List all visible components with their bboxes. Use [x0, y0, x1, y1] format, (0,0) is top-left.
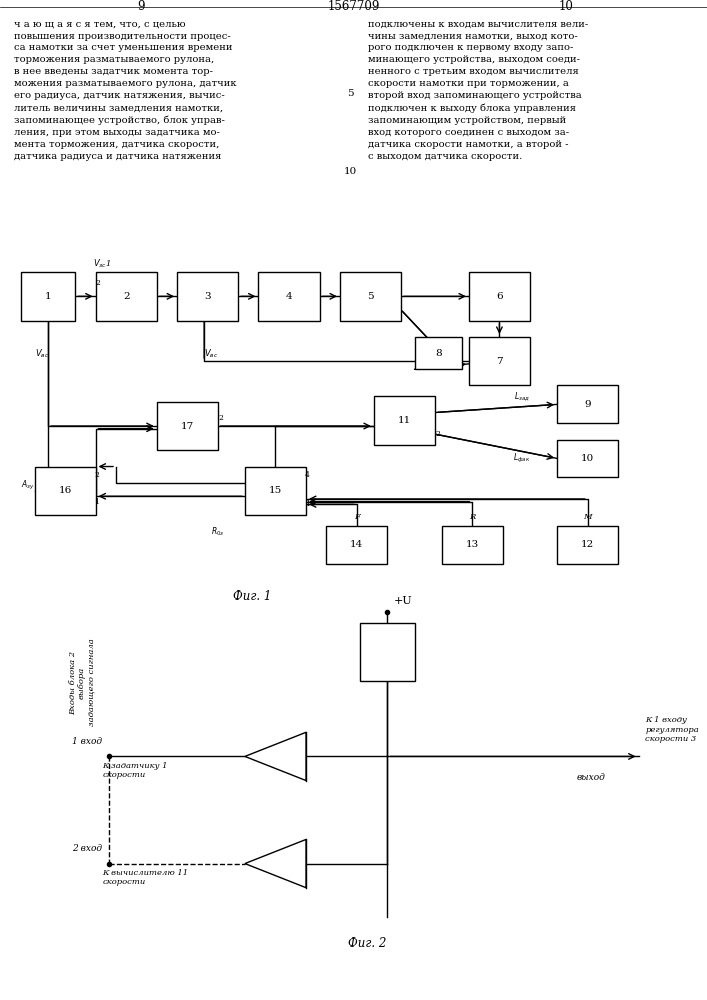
Text: 5: 5 [346, 89, 354, 98]
Bar [414, 337, 462, 369]
Text: 17: 17 [180, 422, 194, 431]
Text: R: R [469, 513, 475, 521]
Text: $L_{зад}$: $L_{зад}$ [514, 390, 530, 403]
Bar [361, 622, 414, 681]
Text: $A_{зу}$: $A_{зу}$ [21, 479, 35, 492]
Text: 16: 16 [59, 486, 71, 495]
Bar [177, 272, 238, 321]
Text: 10: 10 [344, 167, 356, 176]
Text: 1567709: 1567709 [327, 0, 380, 13]
Text: Фиг. 2: Фиг. 2 [348, 937, 386, 950]
Text: 2: 2 [218, 414, 223, 422]
Text: 11: 11 [398, 416, 411, 425]
Text: 7: 7 [496, 357, 503, 366]
Text: 9: 9 [138, 0, 145, 13]
Text: 1: 1 [45, 292, 52, 301]
Text: 3: 3 [204, 292, 211, 301]
Text: 2: 2 [95, 279, 100, 287]
Text: 10: 10 [558, 0, 573, 13]
Text: 15: 15 [269, 486, 282, 495]
Text: 12: 12 [581, 540, 595, 549]
Text: $R_{0з}$: $R_{0з}$ [211, 526, 224, 538]
Text: К 1 входу
регулятора
скорости 3: К 1 входу регулятора скорости 3 [645, 716, 699, 743]
Text: К вычислителю 11
скорости: К вычислителю 11 скорости [103, 869, 189, 886]
Bar [557, 526, 618, 564]
Text: +U: +U [395, 596, 413, 606]
Bar [442, 526, 503, 564]
Text: 14: 14 [350, 540, 363, 549]
Text: 8: 8 [435, 349, 442, 358]
Text: $V_{зс}$1: $V_{зс}$1 [93, 258, 112, 270]
Text: подключены к входам вычислителя вели-
чины замедления намотки, выход кото-
рого : подключены к входам вычислителя вели- чи… [368, 20, 588, 161]
Text: $L_{фак}$: $L_{фак}$ [513, 452, 530, 465]
Text: 2: 2 [95, 471, 100, 479]
Text: 5: 5 [367, 292, 374, 301]
Text: Фиг. 1: Фиг. 1 [233, 590, 271, 603]
Bar [245, 467, 306, 515]
Text: 2: 2 [123, 292, 129, 301]
Text: $V_{вс}$: $V_{вс}$ [204, 348, 218, 360]
Polygon shape [245, 732, 306, 781]
Text: 6: 6 [496, 292, 503, 301]
Bar [327, 526, 387, 564]
Bar [340, 272, 401, 321]
Bar [157, 402, 218, 450]
Text: 4: 4 [305, 471, 310, 479]
Text: 2 вход: 2 вход [72, 844, 103, 853]
Text: F: F [354, 513, 360, 521]
Bar [469, 272, 530, 321]
Text: 1: 1 [95, 498, 100, 506]
Bar [469, 337, 530, 385]
Bar [557, 385, 618, 423]
Text: 9: 9 [585, 400, 591, 409]
Bar [557, 440, 618, 477]
Text: $V_{вс}$: $V_{вс}$ [35, 348, 49, 360]
Text: 2: 2 [436, 430, 440, 438]
Text: ч а ю щ а я с я тем, что, с целью
повышения производительности процес-
са намотк: ч а ю щ а я с я тем, что, с целью повыше… [14, 20, 237, 161]
Bar [21, 272, 75, 321]
Text: 10: 10 [581, 454, 595, 463]
Bar [95, 272, 157, 321]
Text: 4: 4 [286, 292, 292, 301]
Bar [259, 272, 320, 321]
Text: 1 вход: 1 вход [72, 737, 103, 746]
Text: Входы блока 2
выбора
задающего сигнала: Входы блока 2 выбора задающего сигнала [69, 639, 95, 726]
Text: M: M [583, 513, 592, 521]
Bar [374, 396, 435, 445]
Text: К задатчику 1
скорости: К задатчику 1 скорости [103, 762, 168, 779]
Polygon shape [245, 839, 306, 888]
Text: 13: 13 [466, 540, 479, 549]
Text: выход: выход [577, 772, 605, 782]
Bar [35, 467, 95, 515]
Text: 1: 1 [305, 500, 310, 508]
